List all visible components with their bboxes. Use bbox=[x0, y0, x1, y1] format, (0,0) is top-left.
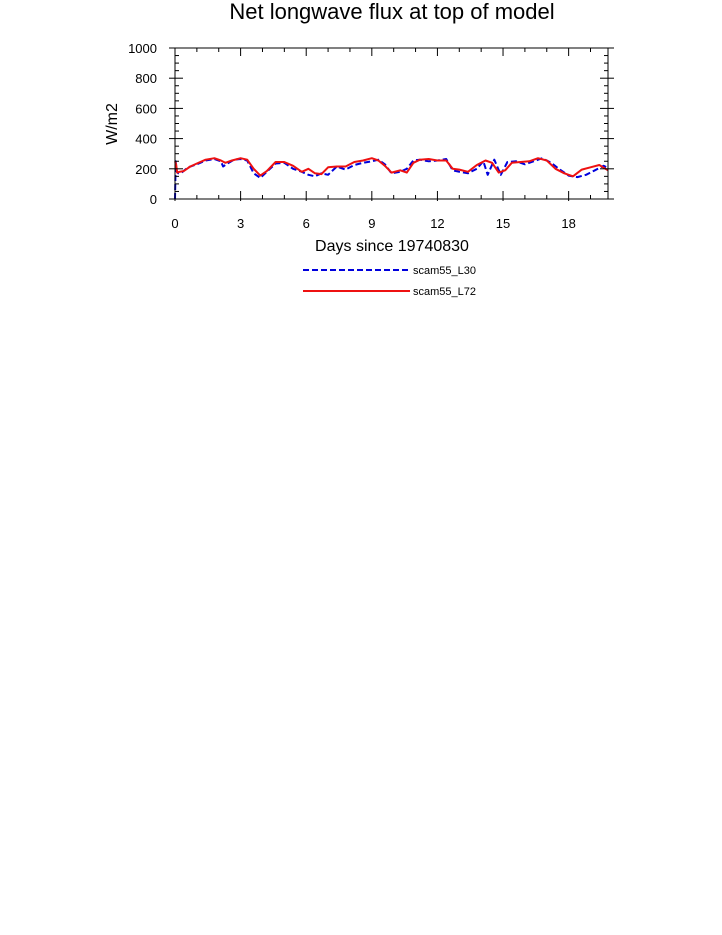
x-axis-title: Days since 19740830 bbox=[315, 238, 469, 255]
series-layer bbox=[174, 157, 609, 200]
y-tick-label: 1000 bbox=[128, 41, 157, 56]
x-tick-label: 15 bbox=[496, 216, 510, 231]
x-tick-label: 12 bbox=[430, 216, 444, 231]
y-axis-title: W/m2 bbox=[104, 103, 121, 145]
y-tick-label: 200 bbox=[135, 162, 157, 177]
y-tick-label: 400 bbox=[135, 132, 157, 147]
ticks-layer: 0 3 6 9 12 15 18 0 200 400 600 800 1000 bbox=[128, 41, 614, 231]
x-tick-label: 3 bbox=[237, 216, 244, 231]
x-tick-label: 9 bbox=[368, 216, 375, 231]
legend-label-scam55_L30: scam55_L30 bbox=[413, 265, 476, 277]
legend: scam55_L30 scam55_L72 bbox=[303, 265, 476, 298]
x-tick-label: 6 bbox=[303, 216, 310, 231]
x-tick-label: 18 bbox=[561, 216, 575, 231]
series-line-scam55_L30 bbox=[174, 157, 609, 200]
legend-label-scam55_L72: scam55_L72 bbox=[413, 286, 476, 298]
y-tick-label: 600 bbox=[135, 101, 157, 116]
y-tick-label: 800 bbox=[135, 71, 157, 86]
plot-frame bbox=[174, 47, 609, 200]
x-tick-label: 0 bbox=[171, 216, 178, 231]
y-tick-label: 0 bbox=[150, 192, 157, 207]
series-line-scam55_L72 bbox=[174, 157, 609, 178]
chart-title: Net longwave flux at top of model bbox=[229, 0, 554, 24]
